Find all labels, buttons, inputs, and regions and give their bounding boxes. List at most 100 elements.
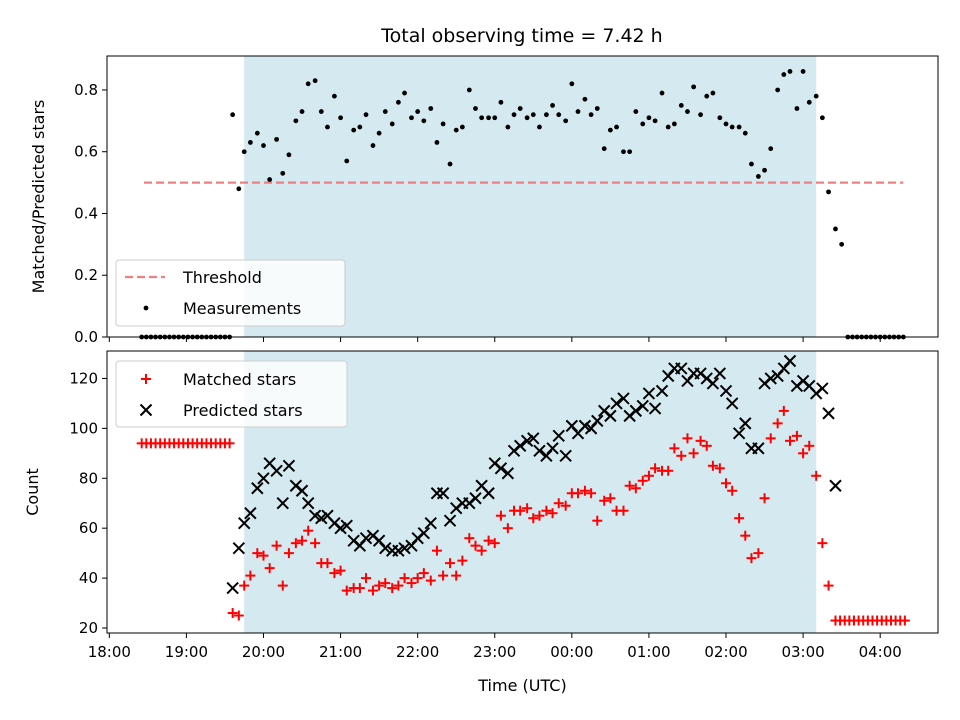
predicted-star-point <box>417 526 431 540</box>
x-stroke-b <box>398 541 411 555</box>
matched-star-point <box>553 498 564 509</box>
predicted-star-point <box>469 492 482 505</box>
bottom-y-axis-label: Count <box>23 468 42 516</box>
predicted-star-point <box>282 459 296 473</box>
x-stroke-b <box>578 419 592 433</box>
measurement-point <box>447 161 453 167</box>
predicted-star-point <box>642 387 656 400</box>
predicted-star-point <box>675 362 688 375</box>
matched-star-point <box>239 580 250 591</box>
measurement-point <box>338 115 343 121</box>
matched-star-point <box>701 440 712 451</box>
measurement-point <box>543 112 549 118</box>
predicted-star-point <box>604 409 617 423</box>
matched-star-point <box>431 545 442 556</box>
matched-star-point <box>361 573 372 584</box>
x-stroke-b <box>366 529 380 542</box>
matched-star-point <box>688 448 699 459</box>
x-stroke-b <box>340 519 353 532</box>
predicted-star-point <box>552 429 565 443</box>
measurement-point <box>453 127 459 133</box>
measurement-point <box>440 121 446 127</box>
matched-star-point <box>650 463 661 474</box>
x-stroke-b <box>591 414 604 428</box>
measurement-point <box>312 78 318 84</box>
measurement-point <box>344 158 350 164</box>
matched-star-point <box>322 558 333 569</box>
matched-star-point <box>791 430 802 441</box>
matched-star-point <box>310 538 321 549</box>
measurement-point <box>833 226 838 232</box>
x-stroke-b <box>244 507 257 520</box>
x-stroke-b <box>816 382 829 395</box>
matched-star-point <box>380 578 391 589</box>
x-stroke-b <box>796 374 810 388</box>
matched-star-point <box>387 583 398 594</box>
ratio-marks <box>139 69 906 340</box>
measurement-point <box>556 112 562 118</box>
predicted-star-point <box>533 444 546 458</box>
measurement-point <box>723 121 729 127</box>
matched-star-point <box>341 585 352 596</box>
legend-predicted-label: Predicted stars <box>183 401 303 420</box>
predicted-star-point <box>713 367 727 380</box>
measurement-point <box>819 115 825 121</box>
matched-star-point <box>367 585 378 596</box>
bottom-legend: Matched stars Predicted stars <box>115 360 348 428</box>
x-stroke-b <box>469 492 482 505</box>
measurement-point <box>389 121 395 127</box>
x-stroke-b <box>655 384 669 398</box>
matched-star-point <box>438 570 449 581</box>
legend-matched-label: Matched stars <box>183 370 296 389</box>
measurement-point <box>768 146 774 152</box>
x-stroke-b <box>301 497 315 510</box>
x-stroke-b <box>347 534 360 547</box>
predicted-star-point <box>424 516 437 530</box>
x-tick-label: 18:00 <box>88 643 131 661</box>
matched-star-point <box>277 580 288 591</box>
matched-star-point <box>476 545 487 556</box>
x-stroke-b <box>263 457 276 470</box>
predicted-star-point <box>501 467 515 480</box>
predicted-star-point <box>739 417 752 430</box>
measurement-point <box>563 118 569 124</box>
predicted-star-point <box>816 382 829 395</box>
measurement-point <box>305 81 311 87</box>
matched-star-point <box>470 540 481 551</box>
matched-star-point <box>817 538 828 549</box>
predicted-star-point <box>822 407 835 420</box>
x-stroke-b <box>424 516 437 530</box>
measurement-point <box>511 112 517 118</box>
x-stroke-b <box>604 409 617 423</box>
matched-star-point <box>714 463 725 474</box>
measurement-point <box>678 103 684 108</box>
measurement-point <box>601 146 607 152</box>
matched-star-point <box>354 583 365 594</box>
x-stroke-b <box>436 487 450 500</box>
predicted-star-point <box>732 427 746 440</box>
measurement-point <box>325 124 330 130</box>
matched-star-point <box>823 580 834 591</box>
x-stroke-b <box>328 516 341 530</box>
matched-star-point <box>425 575 436 586</box>
measurement-point <box>286 152 292 158</box>
y-tick-label: 20 <box>79 619 98 637</box>
x-stroke-b <box>289 479 303 492</box>
predicted-star-point <box>443 514 457 527</box>
measurement-point <box>550 103 555 108</box>
matched-star-point <box>464 533 475 544</box>
x-stroke-b <box>533 444 546 458</box>
predicted-star-point <box>270 464 283 477</box>
x-stroke-b <box>527 432 540 445</box>
matched-star-point <box>586 488 597 499</box>
matched-star-point <box>271 540 282 551</box>
matched-star-point <box>457 555 468 566</box>
matched-star-point <box>233 610 244 621</box>
matched-star-point <box>502 523 513 534</box>
x-stroke-b <box>321 509 334 522</box>
x-tick-label: 22:00 <box>396 643 439 661</box>
legend-x-marker <box>139 403 153 417</box>
predicted-star-point <box>527 432 540 445</box>
matched-star-point <box>560 500 571 511</box>
measurement-point <box>800 69 806 74</box>
